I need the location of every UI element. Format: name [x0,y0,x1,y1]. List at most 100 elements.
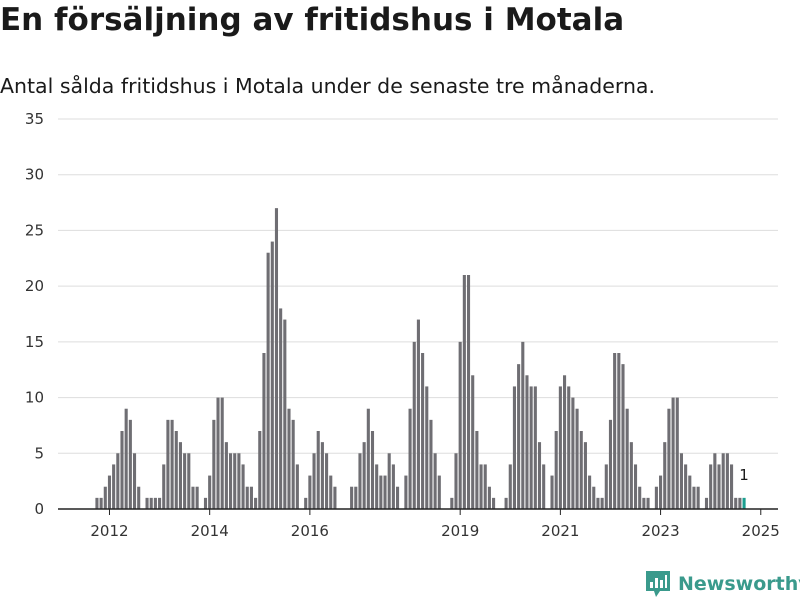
bar [366,408,370,509]
bar [116,453,120,509]
bar [462,275,466,509]
x-tick-label: 2025 [742,522,780,540]
bar [312,453,316,509]
newsworthy-brand: Newsworthy [644,569,800,599]
bar [174,431,178,509]
y-tick-label: 15 [25,333,44,351]
bar [458,341,462,509]
bar [279,308,283,509]
bar [479,464,483,509]
bar [183,453,187,509]
bar [738,497,742,509]
bar [249,486,253,509]
x-tick-label: 2014 [191,522,229,540]
bar [621,364,625,509]
y-tick-label: 30 [25,166,44,184]
bar [187,453,191,509]
bar [354,486,358,509]
bar [550,475,554,509]
bar [99,497,103,509]
bar [262,353,266,509]
chart-title: En försäljning av fritidshus i Motala [0,2,625,38]
bar [654,486,658,509]
bars [95,208,746,510]
bar [425,386,429,509]
bar [537,442,542,509]
bar [208,475,212,509]
bar [241,464,245,509]
bar [671,397,675,509]
bar [132,453,137,509]
bar [137,486,141,509]
x-axis-ticks: 2012 2014 2016 2019 2021 2023 2025 [90,509,780,540]
bar [170,419,174,509]
y-tick-label: 35 [25,110,44,128]
bar [416,319,420,509]
bar [638,486,642,509]
bar [533,386,537,509]
bar [625,408,629,509]
bar [734,497,738,509]
brand-name: Newsworthy [678,573,800,595]
bar [508,464,512,509]
bar [617,353,621,509]
bar [124,408,128,509]
bar [283,319,287,509]
bar [725,453,729,509]
bar [675,397,679,509]
bar [525,375,529,509]
bar [308,475,312,509]
bar [120,431,124,509]
bar [158,497,162,509]
y-tick-label: 5 [34,444,44,462]
bar [358,453,362,509]
bar [237,453,241,509]
bar [730,464,734,509]
bar [383,475,387,509]
bar [704,497,709,509]
bar-highlight [742,497,746,509]
bar [583,442,587,509]
bar [178,442,182,509]
bar [254,497,258,509]
bar [558,386,562,509]
bar [471,375,475,509]
bar [433,453,437,509]
bar [408,408,412,509]
bar [329,475,333,509]
bar [391,464,395,509]
bar [483,464,487,509]
bar [379,475,383,509]
bar [112,464,116,509]
bar [258,431,262,509]
bar [596,497,600,509]
bar [563,375,567,509]
bar [304,497,308,509]
bar [274,208,279,509]
bar [107,475,112,509]
bar [320,442,324,509]
bar [450,497,454,509]
bar [466,275,471,509]
bar [663,442,667,509]
bar [362,442,366,509]
bar [629,442,633,509]
bar [709,464,713,509]
bar [692,486,696,509]
bar [721,453,725,509]
bar [191,486,195,509]
bar [270,241,274,510]
bar [291,419,295,509]
bar [679,453,683,509]
bar [216,397,220,509]
bar [166,419,170,509]
bar [404,475,408,509]
x-tick-label: 2019 [441,522,479,540]
bar [316,431,320,509]
bar [412,341,416,509]
bar [604,464,608,509]
bar [684,464,688,509]
bar [266,252,270,509]
bar [504,497,508,509]
